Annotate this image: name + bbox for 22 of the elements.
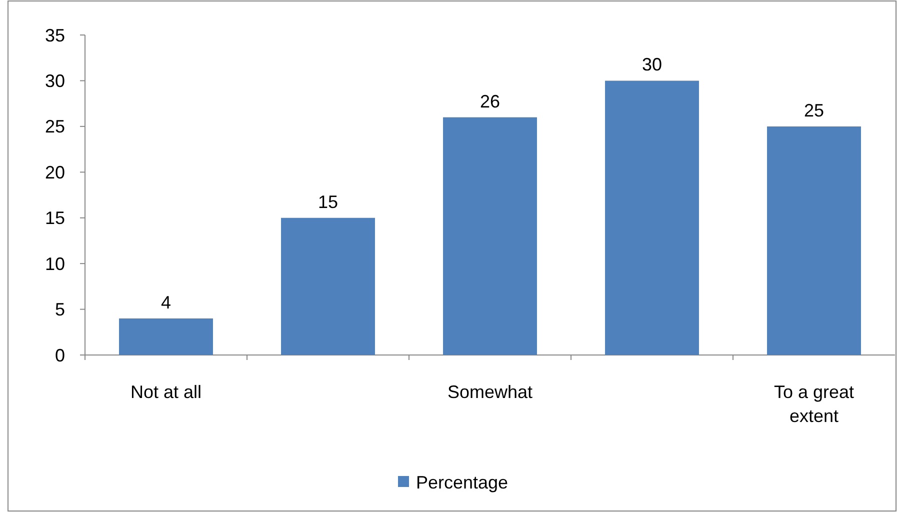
x-tick-label: Not at all	[130, 382, 202, 402]
y-tick-label: 30	[44, 71, 65, 92]
bar	[443, 117, 537, 355]
x-tick-label: Somewhat	[447, 382, 533, 402]
legend-label: Percentage	[416, 472, 508, 492]
data-label: 26	[480, 91, 500, 112]
data-label: 15	[318, 192, 338, 212]
data-label: 25	[804, 100, 824, 120]
y-tick-label: 10	[44, 254, 65, 274]
x-tick-label: To a great extent	[774, 382, 854, 426]
y-tick-label: 5	[54, 300, 65, 320]
y-tick-label: 0	[54, 345, 65, 366]
y-tick-label: 35	[44, 25, 65, 46]
data-label: 30	[642, 54, 662, 75]
y-tick-label: 20	[44, 162, 65, 182]
bar	[605, 80, 699, 355]
y-tick-label: 25	[44, 116, 65, 137]
data-label: 4	[160, 292, 172, 312]
bar	[281, 218, 375, 355]
bar	[119, 318, 213, 355]
bar	[767, 126, 861, 355]
y-tick-label: 15	[44, 208, 65, 228]
